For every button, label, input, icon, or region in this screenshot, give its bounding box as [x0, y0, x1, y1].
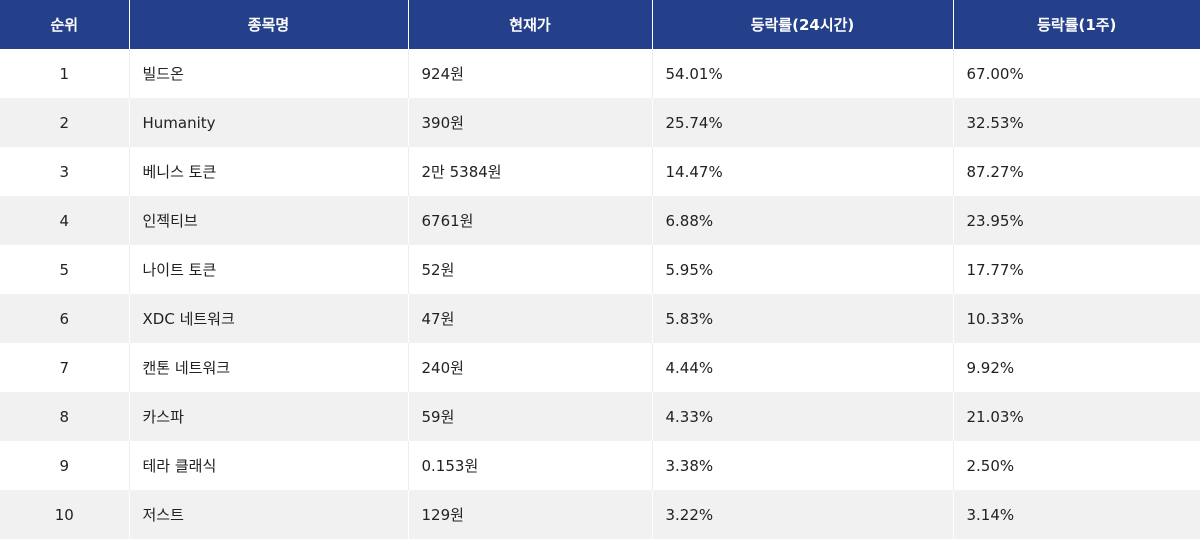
- name-cell: Humanity: [128, 98, 408, 147]
- change-1w-cell: 32.53%: [952, 98, 1200, 147]
- rank-cell: 6: [0, 294, 129, 343]
- change-24h-cell: 14.47%: [651, 147, 953, 196]
- rank-cell: 8: [0, 392, 129, 441]
- name-cell: 인젝티브: [128, 196, 408, 245]
- rank-cell: 10: [0, 490, 129, 539]
- price-cell: 240원: [407, 343, 652, 392]
- change-24h-cell: 5.83%: [651, 294, 953, 343]
- change-1w-cell: 3.14%: [952, 490, 1200, 539]
- header-change-1w: 등락률(1주): [952, 0, 1200, 49]
- price-cell: 47원: [407, 294, 652, 343]
- table-row: 7 캔톤 네트워크 240원 4.44% 9.92%: [0, 343, 1200, 392]
- table-row: 10 저스트 129원 3.22% 3.14%: [0, 490, 1200, 539]
- change-24h-cell: 54.01%: [651, 49, 953, 98]
- name-cell: XDC 네트워크: [128, 294, 408, 343]
- table-body: 1 빌드온 924원 54.01% 67.00% 2 Humanity 390원 25.74% 3…: [0, 49, 1200, 539]
- rank-cell: 7: [0, 343, 129, 392]
- change-1w-cell: 21.03%: [952, 392, 1200, 441]
- rank-cell: 5: [0, 245, 129, 294]
- name-cell: 베니스 토큰: [128, 147, 408, 196]
- change-24h-cell: 4.33%: [651, 392, 953, 441]
- name-cell: 테라 클래식: [128, 441, 408, 490]
- change-24h-cell: 4.44%: [651, 343, 953, 392]
- table-row: 1 빌드온 924원 54.01% 67.00%: [0, 49, 1200, 98]
- change-1w-cell: 9.92%: [952, 343, 1200, 392]
- change-24h-cell: 6.88%: [651, 196, 953, 245]
- change-24h-cell: 3.38%: [651, 441, 953, 490]
- name-cell: 캔톤 네트워크: [128, 343, 408, 392]
- header-rank: 순위: [0, 0, 129, 49]
- name-cell: 저스트: [128, 490, 408, 539]
- price-cell: 59원: [407, 392, 652, 441]
- rank-cell: 3: [0, 147, 129, 196]
- header-row: 순위 종목명 현재가 등락률(24시간) 등락률(1주): [0, 0, 1200, 49]
- name-cell: 빌드온: [128, 49, 408, 98]
- price-cell: 129원: [407, 490, 652, 539]
- rank-cell: 9: [0, 441, 129, 490]
- table-row: 6 XDC 네트워크 47원 5.83% 10.33%: [0, 294, 1200, 343]
- table-header: 순위 종목명 현재가 등락률(24시간) 등락률(1주): [0, 0, 1200, 49]
- rank-cell: 4: [0, 196, 129, 245]
- price-cell: 390원: [407, 98, 652, 147]
- change-24h-cell: 3.22%: [651, 490, 953, 539]
- change-24h-cell: 5.95%: [651, 245, 953, 294]
- header-change-24h: 등락률(24시간): [651, 0, 953, 49]
- name-cell: 나이트 토큰: [128, 245, 408, 294]
- table-row: 3 베니스 토큰 2만 5384원 14.47% 87.27%: [0, 147, 1200, 196]
- change-1w-cell: 67.00%: [952, 49, 1200, 98]
- header-name: 종목명: [128, 0, 408, 49]
- price-cell: 924원: [407, 49, 652, 98]
- header-price: 현재가: [407, 0, 652, 49]
- price-cell: 52원: [407, 245, 652, 294]
- table-row: 2 Humanity 390원 25.74% 32.53%: [0, 98, 1200, 147]
- table-row: 5 나이트 토큰 52원 5.95% 17.77%: [0, 245, 1200, 294]
- table-row: 8 카스파 59원 4.33% 21.03%: [0, 392, 1200, 441]
- price-cell: 0.153원: [407, 441, 652, 490]
- change-1w-cell: 23.95%: [952, 196, 1200, 245]
- change-24h-cell: 25.74%: [651, 98, 953, 147]
- name-cell: 카스파: [128, 392, 408, 441]
- table-row: 4 인젝티브 6761원 6.88% 23.95%: [0, 196, 1200, 245]
- change-1w-cell: 17.77%: [952, 245, 1200, 294]
- rank-cell: 2: [0, 98, 129, 147]
- change-1w-cell: 87.27%: [952, 147, 1200, 196]
- table-row: 9 테라 클래식 0.153원 3.38% 2.50%: [0, 441, 1200, 490]
- price-cell: 2만 5384원: [407, 147, 652, 196]
- change-1w-cell: 10.33%: [952, 294, 1200, 343]
- change-1w-cell: 2.50%: [952, 441, 1200, 490]
- price-cell: 6761원: [407, 196, 652, 245]
- rank-cell: 1: [0, 49, 129, 98]
